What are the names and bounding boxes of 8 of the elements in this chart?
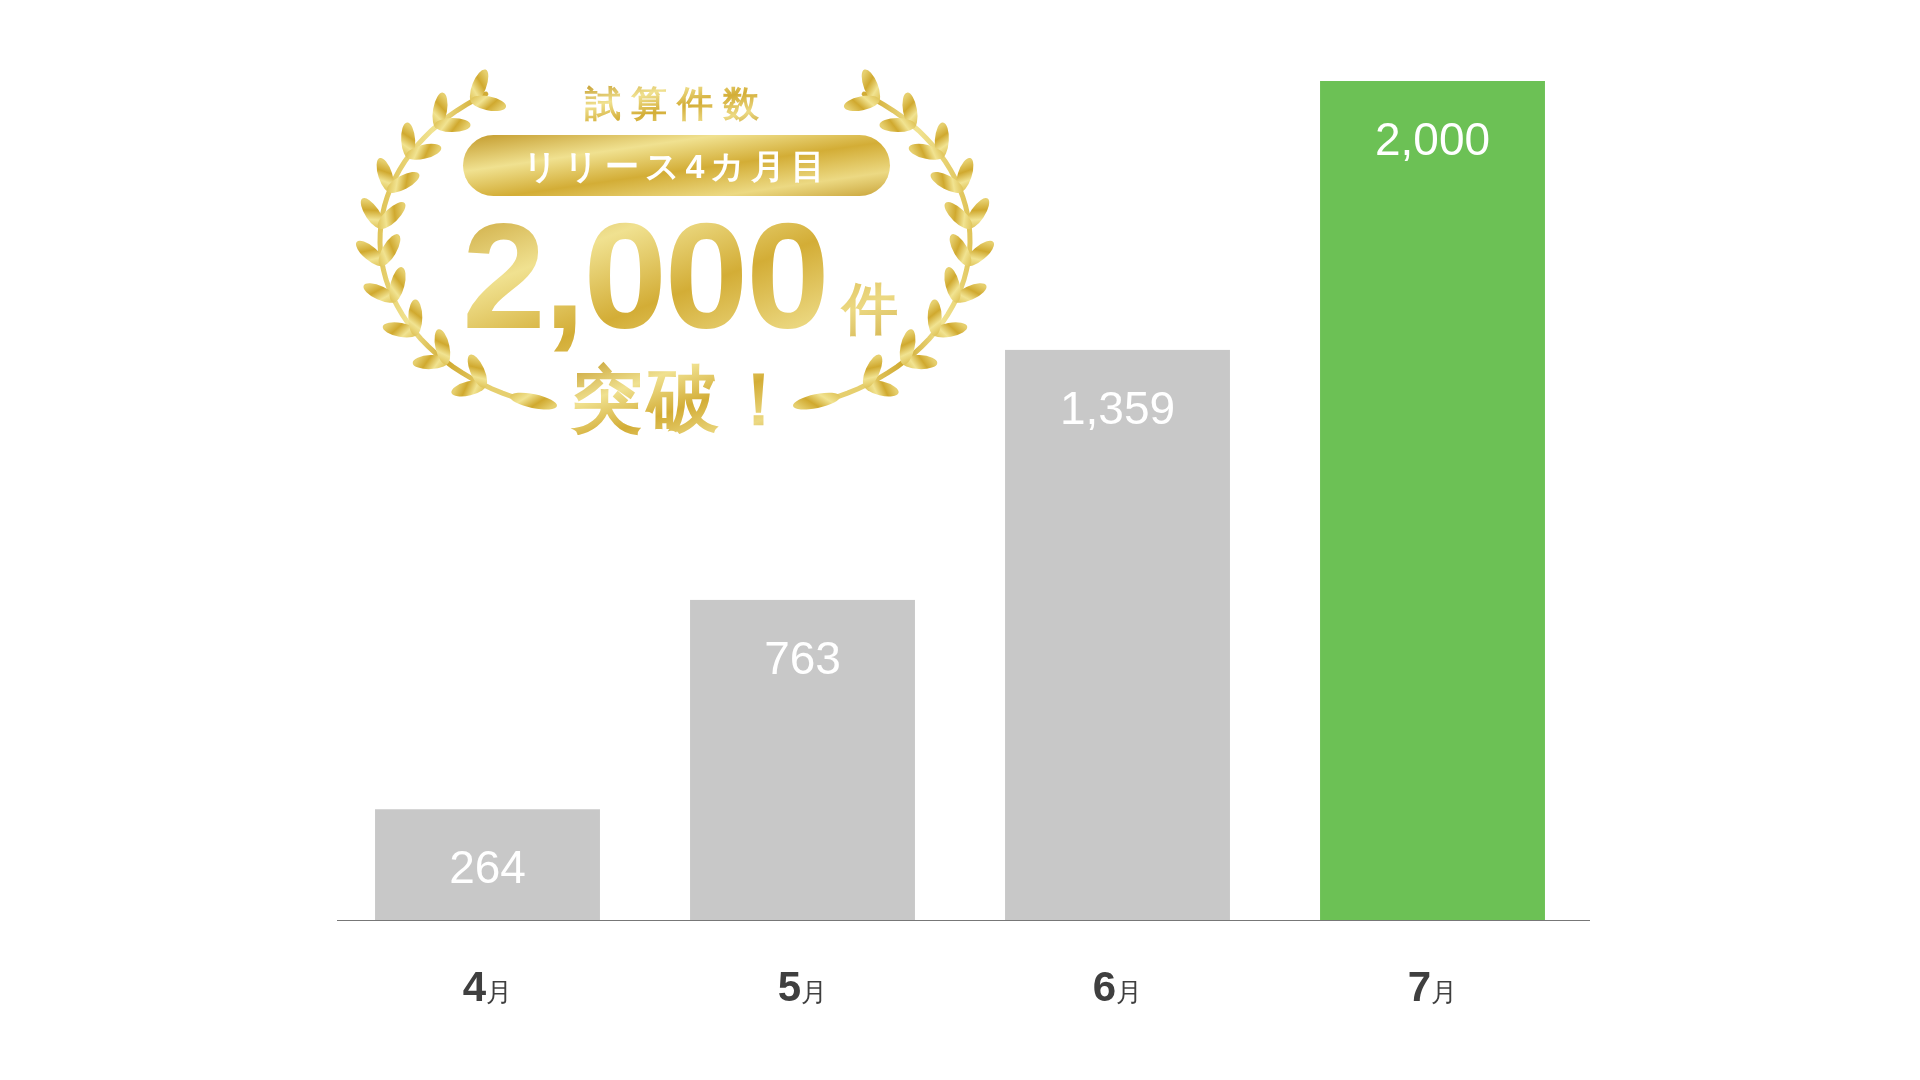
annotation: 突破！ — [570, 359, 799, 439]
x-tick-label: 6月 — [1092, 963, 1143, 1010]
x-tick-label: 7月 — [1407, 963, 1458, 1010]
annotation: リリース4カ月目 — [522, 147, 832, 185]
annotation: 試算件数 — [584, 83, 769, 124]
x-tick-label: 5月 — [777, 963, 828, 1010]
x-tick-label: 4月 — [462, 963, 513, 1010]
data-label: 2,000 — [1374, 113, 1491, 165]
